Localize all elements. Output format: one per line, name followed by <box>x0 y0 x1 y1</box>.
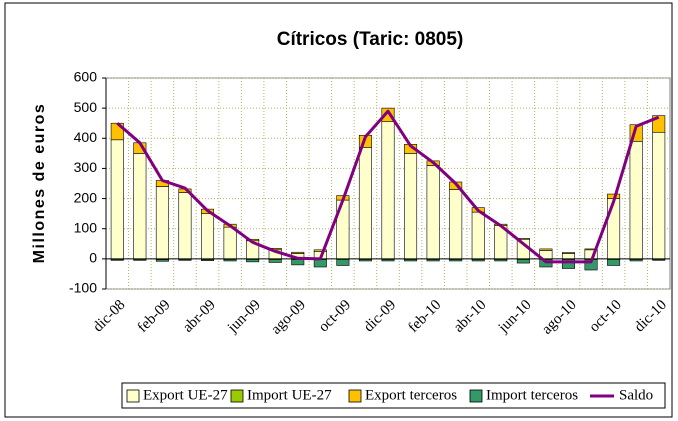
y-axis-label: Millones de euros <box>31 103 48 264</box>
bar <box>652 259 666 261</box>
chart-title: Cítricos (Taric: 0805) <box>277 29 464 50</box>
bar <box>561 253 575 260</box>
y-tick-label: 100 <box>74 219 98 235</box>
bar <box>561 259 575 269</box>
bar <box>133 153 147 260</box>
bar <box>381 121 395 260</box>
legend-label: Saldo <box>619 387 653 403</box>
legend-swatch <box>126 389 140 403</box>
y-tick-label: 600 <box>74 69 98 85</box>
y-tick-label: 400 <box>74 129 98 145</box>
bar <box>471 259 485 262</box>
bar <box>110 259 124 261</box>
bar <box>471 211 485 260</box>
bar <box>629 141 643 260</box>
bar <box>201 259 215 261</box>
legend-swatch <box>469 389 483 403</box>
y-tick-label: -100 <box>69 280 97 296</box>
bar <box>381 259 395 262</box>
bar <box>652 131 666 260</box>
bar <box>358 147 372 260</box>
bar <box>178 259 192 261</box>
y-tick-label: 0 <box>89 250 97 266</box>
bar <box>155 186 169 260</box>
legend-label: Export terceros <box>365 387 457 403</box>
bar <box>358 259 372 262</box>
bar <box>426 165 440 260</box>
bar <box>516 259 530 264</box>
bar <box>404 259 418 262</box>
y-tick-label: 500 <box>74 99 98 115</box>
y-tick-label: 300 <box>74 159 98 175</box>
y-tick-label: 200 <box>74 189 98 205</box>
bar <box>201 213 215 260</box>
bar <box>223 226 237 260</box>
bar <box>449 259 463 262</box>
bar <box>539 248 553 251</box>
legend-box <box>121 382 666 409</box>
bar <box>223 259 237 262</box>
bar <box>268 259 282 263</box>
bar <box>404 153 418 260</box>
legend-label: Import UE-27 <box>247 387 332 403</box>
legend-swatch <box>230 389 244 403</box>
bar <box>155 259 169 262</box>
bar <box>291 259 305 266</box>
bar <box>561 252 575 254</box>
bar <box>607 259 621 266</box>
bar <box>178 192 192 260</box>
bar <box>110 139 124 260</box>
bar <box>133 259 147 261</box>
bar <box>313 249 327 252</box>
bar <box>426 259 440 262</box>
bar <box>336 259 350 266</box>
bar <box>607 198 621 260</box>
legend-swatch <box>348 389 362 403</box>
bar <box>313 259 327 268</box>
bar <box>291 251 305 254</box>
bar <box>494 259 508 262</box>
legend-label: Export UE-27 <box>143 387 228 403</box>
line <box>116 109 660 264</box>
legend-label: Import terceros <box>486 387 578 403</box>
bar <box>449 189 463 260</box>
bar <box>246 259 260 263</box>
bar <box>629 259 643 262</box>
